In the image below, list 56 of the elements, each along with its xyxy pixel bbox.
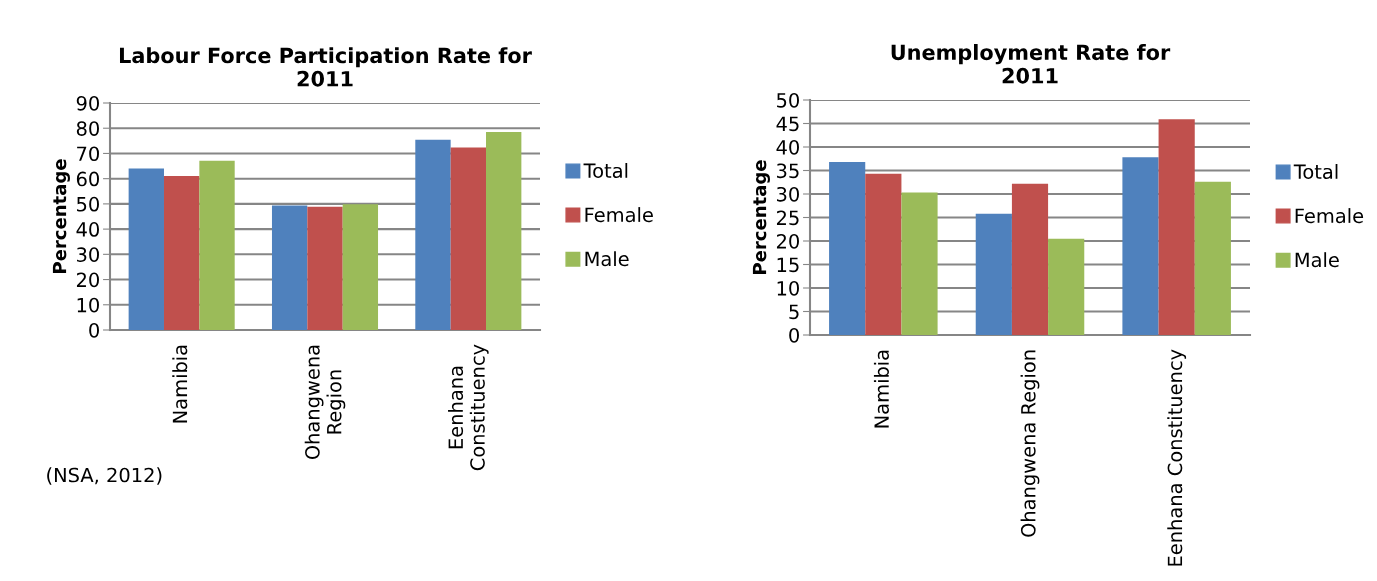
y-tick-label: 70 <box>77 146 99 162</box>
y-axis-title: Percentage <box>52 159 70 273</box>
y-tick-label: 5 <box>789 304 799 320</box>
bar <box>271 205 308 330</box>
chart-title: Unemployment Rate for 2011 <box>891 44 1171 84</box>
bar <box>128 168 164 330</box>
y-tick-label: 50 <box>77 196 99 212</box>
y-tick-label: 30 <box>777 186 799 202</box>
legend-label: Total <box>583 162 628 179</box>
y-tick-label: 10 <box>777 280 799 296</box>
y-tick-label: 15 <box>777 257 799 273</box>
bar <box>450 147 487 330</box>
bar <box>1011 183 1049 335</box>
bar <box>901 192 938 335</box>
y-tick-label: 20 <box>76 272 99 288</box>
bar <box>163 175 200 330</box>
y-tick-label: 90 <box>76 95 99 111</box>
bar <box>307 206 343 330</box>
x-tick-label: Eenhana Constituency <box>448 344 489 471</box>
legend-label: Male <box>1295 252 1339 268</box>
y-tick-label: 45 <box>776 116 799 132</box>
y-tick-label: 60 <box>76 171 99 187</box>
x-tick-label: Ohangwena Region <box>304 345 346 460</box>
y-tick-label: 0 <box>89 322 99 338</box>
legend-label: Female <box>585 207 653 223</box>
bar <box>1194 181 1231 335</box>
bar <box>1048 238 1085 335</box>
y-tick-label: 80 <box>76 121 99 136</box>
bar <box>1158 119 1195 335</box>
y-tick-label: 35 <box>777 163 799 179</box>
y-tick-label: 40 <box>776 139 799 155</box>
y-tick-label: 0 <box>789 327 799 343</box>
bar <box>342 204 379 330</box>
bar <box>415 139 451 330</box>
x-tick-label: Ohangwena Region <box>1020 350 1040 537</box>
chart-title: Labour Force Participation Rate for 2011 <box>119 47 532 87</box>
y-tick-label: 10 <box>77 297 99 313</box>
bar <box>486 132 522 330</box>
y-tick-label: 40 <box>76 222 99 237</box>
y-tick-label: 50 <box>777 92 799 108</box>
legend-label: Male <box>585 251 629 267</box>
y-tick-label: 20 <box>776 233 799 249</box>
y-tick-label: 25 <box>776 210 799 226</box>
bar <box>199 160 235 330</box>
x-tick-label: Eenhana Constituency <box>1167 349 1187 566</box>
bar <box>829 162 866 335</box>
bar <box>865 173 902 335</box>
y-tick-label: 30 <box>77 247 99 262</box>
y-axis-title: Percentage <box>752 160 770 274</box>
legend-label: Total <box>1293 163 1338 180</box>
text: (NSA, 2012) <box>47 467 162 485</box>
legend-label: Female <box>1295 208 1364 224</box>
bar <box>975 213 1012 335</box>
x-tick-label: Namibia <box>172 345 188 423</box>
bar <box>1122 157 1159 335</box>
x-tick-label: Namibia <box>873 350 889 428</box>
